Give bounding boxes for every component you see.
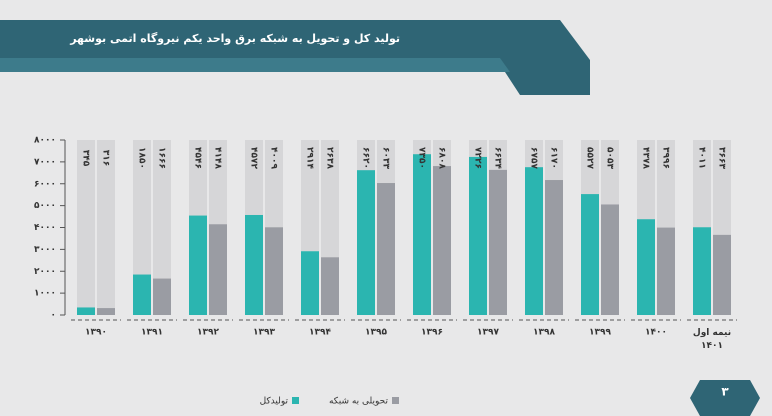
bar [97, 308, 115, 315]
bar-track [97, 140, 115, 315]
legend-label: تولیدکل [260, 397, 289, 407]
bar [489, 169, 507, 315]
value-label: ۶۸۰۸ [437, 147, 447, 169]
value-label: ۶۱۷۰ [549, 147, 559, 169]
x-tick-label: ۱۳۹۹ [589, 328, 611, 338]
value-label: ۳۴۵ [81, 150, 91, 167]
value-label: ۵۵۲۷ [585, 147, 595, 169]
bar-track [133, 140, 151, 315]
legend-swatch [392, 397, 399, 404]
bar [601, 204, 619, 315]
value-label: ۲۹۱۴ [305, 147, 315, 169]
value-label: ۱۶۶۶ [157, 147, 167, 169]
value-label: ۷۲۲۶ [473, 147, 483, 169]
bar [321, 257, 339, 315]
value-label: ۳۶۶۳ [717, 147, 727, 169]
y-tick-label: ۷۰۰۰ [34, 157, 56, 167]
header-stripe [0, 58, 510, 72]
y-tick-label: ۵۰۰۰ [34, 201, 56, 211]
y-tick-label: ۱۰۰۰ [34, 289, 56, 299]
page-number: ۳ [721, 385, 729, 399]
bar [153, 278, 171, 315]
bar [693, 227, 711, 315]
value-label: ۴۰۱۱ [697, 147, 707, 169]
value-label: ۲۶۳۸ [325, 147, 335, 169]
x-tick-label: ۱۳۹۱ [141, 328, 163, 338]
x-tick-label: ۱۳۹۸ [533, 328, 555, 338]
x-tick-label: ۱۳۹۰ [85, 328, 107, 338]
x-tick-label: ۱۳۹۳ [253, 328, 275, 338]
bar [545, 180, 563, 315]
y-tick-label: ۳۰۰۰ [34, 245, 56, 255]
y-tick-label: ۶۰۰۰ [34, 179, 56, 189]
bar-track [153, 140, 171, 315]
value-label: ۵۰۵۳ [605, 147, 615, 169]
y-tick-label: ۸۰۰۰ [34, 136, 56, 146]
bar [433, 166, 451, 315]
y-tick-label: ۲۰۰۰ [34, 267, 56, 277]
header-band [0, 20, 590, 95]
bar [469, 156, 487, 315]
x-tick-label: ۱۴۰۰ [645, 328, 667, 338]
x-tick-label: ۱۳۹۷ [477, 328, 499, 338]
value-label: ۶۶۲۰ [361, 147, 371, 169]
page-badge [690, 380, 760, 416]
x-tick-label: ۱۳۹۴ [309, 328, 331, 338]
bar [301, 251, 319, 315]
value-label: ۳۱۶ [101, 150, 111, 166]
x-tick-label: نیمه اول ۱۴۰۱ [693, 328, 731, 351]
value-label: ۶۰۳۳ [381, 147, 391, 169]
bar [581, 194, 599, 315]
bar [133, 274, 151, 315]
bar [377, 183, 395, 315]
x-tick-label: ۱۳۹۶ [421, 328, 443, 338]
value-label: ۴۱۴۸ [213, 147, 223, 169]
bar [209, 224, 227, 315]
bar [77, 307, 95, 315]
bar [357, 170, 375, 315]
value-label: ۶۷۵۷ [529, 147, 539, 169]
value-label: ۴۳۷۸ [641, 147, 651, 169]
bar [713, 234, 731, 315]
legend-swatch [292, 397, 299, 404]
y-tick-label: ۴۰۰۰ [34, 223, 56, 233]
value-label: ۴۵۴۶ [193, 147, 203, 169]
bar [637, 219, 655, 315]
bar [189, 215, 207, 315]
bar [265, 227, 283, 315]
x-tick-label: ۱۳۹۲ [197, 328, 219, 338]
value-label: ۳۹۹۶ [661, 147, 671, 169]
y-tick-label: ۰ [51, 311, 57, 321]
bar [525, 167, 543, 315]
x-tick-label: ۱۳۹۵ [365, 328, 387, 338]
value-label: ۱۸۵۰ [137, 147, 147, 169]
value-label: ۷۳۵۰ [417, 147, 427, 169]
chart-title: تولید کل و تحویل به شبکه برق واحد یکم نی… [69, 32, 400, 45]
value-label: ۶۶۳۴ [493, 147, 503, 169]
bar [413, 154, 431, 315]
value-label: ۴۵۷۲ [249, 147, 259, 169]
bar [657, 227, 675, 315]
value-label: ۴۰۰۹ [269, 147, 279, 169]
bar [245, 214, 263, 315]
bar-track [77, 140, 95, 315]
legend-label: تحویلی به شبکه [329, 397, 389, 407]
